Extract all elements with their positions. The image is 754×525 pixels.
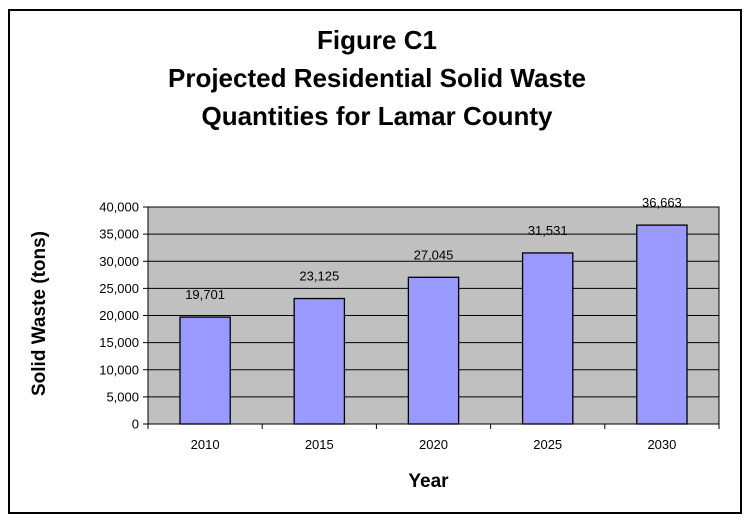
chart-title-line-1: Figure C1	[317, 25, 437, 55]
y-tick-label: 10,000	[99, 362, 139, 377]
bar-2010	[179, 316, 231, 425]
chart-title: Figure C1 Projected Residential Solid Wa…	[0, 21, 754, 135]
bar-2025	[521, 252, 574, 425]
bar-2015	[293, 297, 346, 425]
chart-title-line-3: Quantities for Lamar County	[201, 101, 553, 131]
bar-2020	[407, 276, 460, 425]
data-label-2025: 31,531	[528, 223, 568, 238]
y-tick-label: 0	[132, 417, 139, 432]
y-tick-label: 40,000	[99, 200, 139, 215]
y-tick-label: 30,000	[99, 254, 139, 269]
x-tick-label-2030: 2030	[647, 437, 676, 452]
x-tick-label-2020: 2020	[419, 437, 448, 452]
chart-title-line-2: Projected Residential Solid Waste	[167, 63, 587, 93]
data-label-2010: 19,701	[185, 287, 225, 302]
y-tick-label: 15,000	[99, 335, 139, 350]
x-axis-title: Year	[408, 471, 449, 492]
data-label-2015: 23,125	[299, 269, 339, 284]
y-tick-label: 35,000	[99, 227, 139, 242]
data-label-2030: 36,663	[642, 195, 682, 210]
y-tick-label: 25,000	[99, 281, 139, 296]
y-tick-label: 20,000	[99, 308, 139, 323]
x-tick-label-2025: 2025	[533, 437, 562, 452]
y-axis-title: Solid Waste (tons)	[29, 231, 50, 396]
y-tick-label: 5,000	[106, 389, 139, 404]
x-tick-label-2015: 2015	[305, 437, 334, 452]
data-label-2020: 27,045	[414, 247, 454, 262]
x-tick-label-2010: 2010	[191, 437, 220, 452]
bar-2030	[636, 224, 688, 425]
